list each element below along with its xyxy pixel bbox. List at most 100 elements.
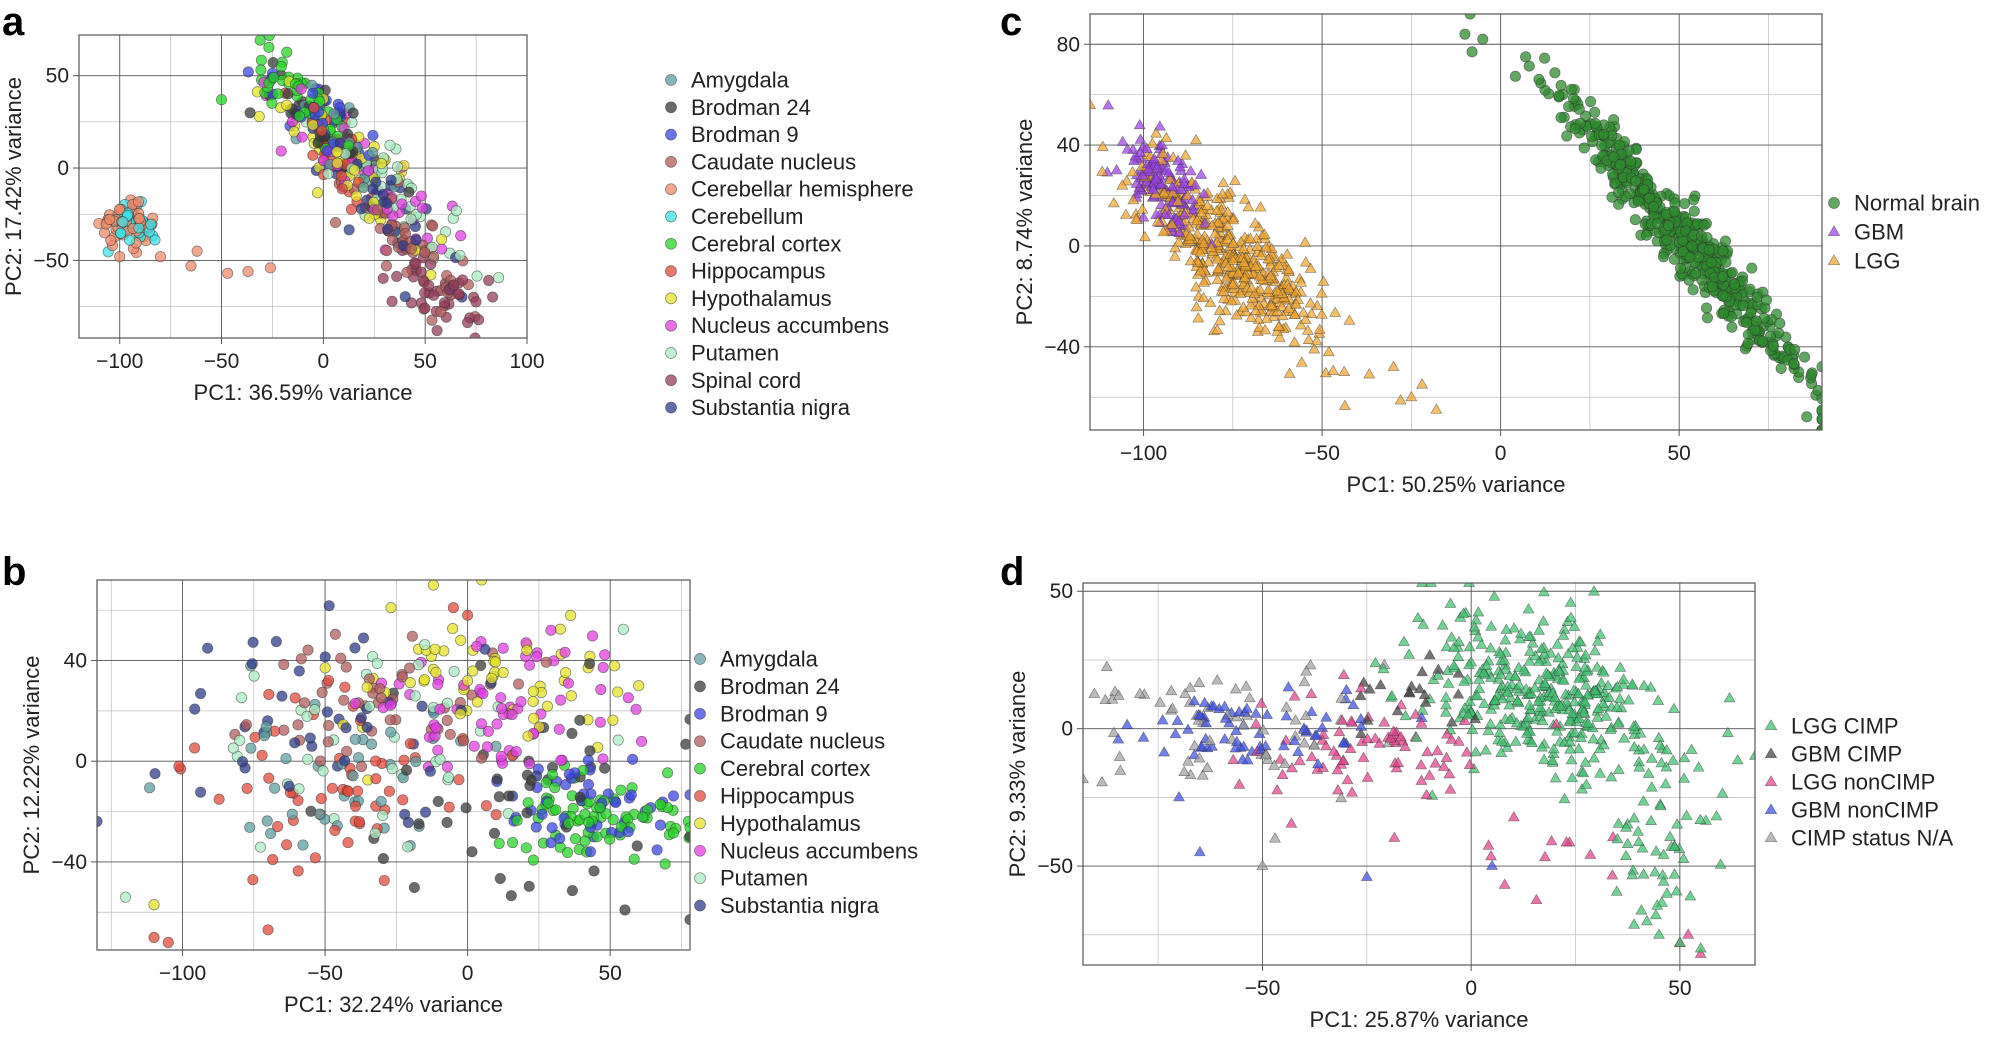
data-point	[1315, 287, 1328, 298]
data-point	[1423, 769, 1436, 780]
data-point	[1260, 749, 1272, 760]
data-point	[1452, 650, 1465, 662]
data-point	[1256, 859, 1269, 870]
data-point	[1150, 208, 1163, 219]
data-point	[1195, 740, 1208, 751]
data-point	[302, 644, 314, 656]
data-point	[1668, 840, 1681, 851]
legend-label: LGG	[1854, 249, 1900, 274]
data-point	[1640, 914, 1653, 926]
data-point	[1517, 664, 1530, 675]
data-point	[1308, 343, 1321, 354]
data-point	[630, 703, 642, 715]
data-point	[1504, 691, 1517, 702]
data-point	[1614, 661, 1627, 672]
data-point	[1629, 214, 1641, 226]
data-point	[336, 183, 348, 195]
data-point	[1554, 700, 1567, 711]
data-point	[1746, 262, 1758, 274]
data-point	[1582, 717, 1595, 728]
data-point	[1295, 356, 1308, 367]
data-point	[1440, 699, 1453, 710]
data-point	[1171, 714, 1184, 725]
data-point	[490, 809, 502, 821]
data-point	[1181, 189, 1194, 200]
data-point	[1310, 334, 1323, 346]
data-point	[1703, 244, 1715, 256]
data-point	[375, 692, 387, 704]
data-point	[281, 839, 293, 851]
data-point	[1251, 240, 1264, 251]
data-point	[1341, 773, 1354, 785]
data-point	[1227, 213, 1240, 225]
data-point	[512, 678, 525, 690]
data-point	[1133, 687, 1146, 698]
data-point	[1203, 734, 1216, 745]
data-point	[1191, 228, 1204, 239]
data-point	[113, 203, 125, 216]
data-point	[1130, 177, 1143, 188]
data-point	[1514, 633, 1526, 644]
data-point	[1816, 361, 1822, 373]
data-point	[443, 771, 455, 783]
data-point	[627, 753, 639, 765]
data-point	[454, 708, 466, 720]
data-point	[1749, 324, 1761, 336]
data-point	[326, 782, 338, 794]
data-point	[1458, 675, 1471, 686]
data-point	[1533, 73, 1545, 85]
data-point	[1632, 195, 1644, 207]
data-point	[1245, 311, 1258, 322]
data-point	[1221, 219, 1234, 230]
data-point	[391, 161, 404, 173]
data-point	[401, 266, 413, 278]
data-point	[1283, 367, 1296, 378]
data-point	[1387, 360, 1400, 371]
data-point	[363, 700, 376, 712]
data-point	[263, 41, 275, 53]
data-point	[1213, 314, 1226, 326]
data-point	[1166, 218, 1178, 229]
data-point	[542, 797, 554, 809]
data-point	[1218, 700, 1231, 711]
data-point	[266, 97, 278, 109]
data-point	[293, 783, 305, 795]
data-point	[1297, 722, 1310, 733]
data-point	[308, 102, 320, 114]
data-point	[1184, 164, 1197, 176]
legend-marker	[665, 237, 677, 250]
data-point	[1415, 774, 1428, 785]
y-tick-label: 0	[57, 157, 69, 180]
data-point	[367, 183, 379, 195]
data-point	[1264, 259, 1277, 270]
data-point	[1700, 302, 1713, 314]
data-point	[1557, 674, 1570, 685]
data-point	[1701, 232, 1713, 244]
data-point	[1253, 321, 1266, 332]
data-point	[1612, 763, 1625, 774]
data-point	[1388, 831, 1401, 842]
data-point	[1564, 743, 1577, 754]
data-point	[244, 107, 256, 119]
data-point	[432, 744, 444, 756]
data-point	[429, 643, 441, 655]
data-point	[1687, 284, 1699, 296]
data-point	[283, 780, 295, 792]
data-point	[1816, 413, 1822, 425]
data-point	[1463, 641, 1476, 652]
legend-label: Substantia nigra	[720, 893, 880, 918]
data-point	[1173, 790, 1185, 802]
data-point	[1197, 237, 1210, 248]
data-point	[1290, 298, 1303, 309]
data-point	[1423, 648, 1436, 660]
data-point	[154, 251, 167, 263]
data-point	[427, 220, 439, 232]
data-point	[406, 630, 418, 642]
data-point	[427, 580, 439, 591]
data-point	[385, 174, 397, 186]
data-point	[488, 827, 501, 839]
data-point	[584, 846, 597, 858]
data-point	[546, 769, 558, 781]
data-point	[1630, 175, 1642, 187]
data-point	[281, 46, 293, 58]
